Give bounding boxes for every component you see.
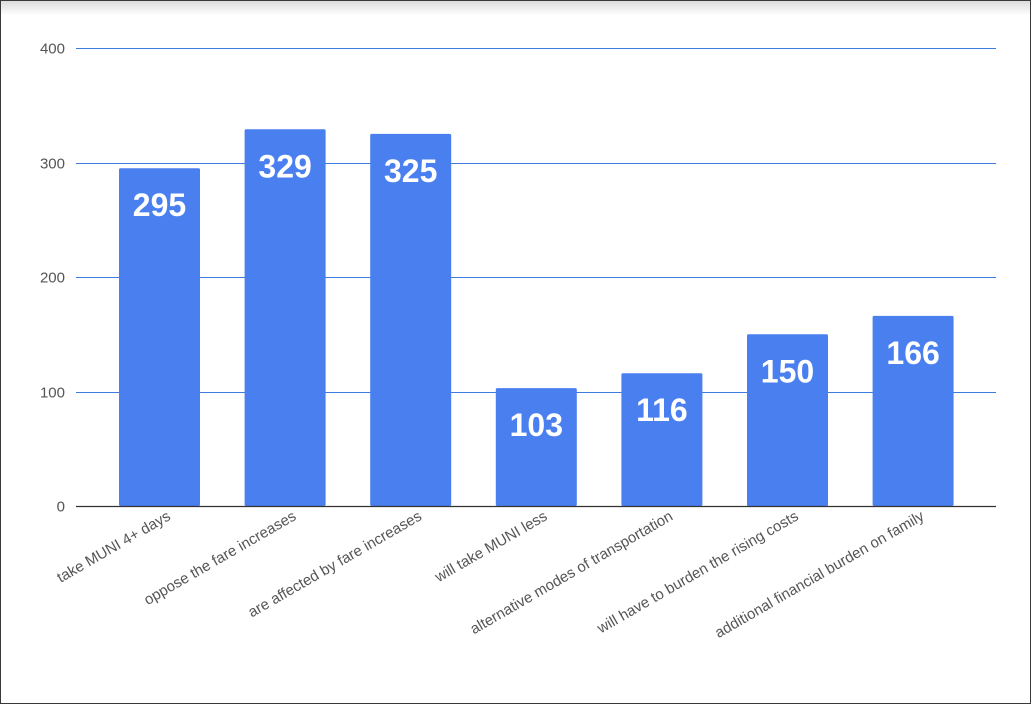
bar [872, 315, 954, 506]
x-category-label: will take MUNI less [431, 508, 550, 587]
data-label: 295 [133, 187, 186, 223]
x-category-label: additional financial burden on family [712, 507, 927, 641]
x-category-label: will have to burden the rising costs [594, 508, 802, 638]
data-label: 325 [384, 153, 437, 189]
data-label: 103 [510, 407, 563, 443]
data-label: 150 [761, 353, 814, 389]
y-tick-label: 100 [40, 385, 65, 402]
y-axis-ticks: 0 100 200 300 400 [40, 41, 65, 516]
data-label: 329 [258, 148, 311, 184]
bar [495, 388, 577, 506]
bar [244, 129, 326, 507]
data-labels-layer: 295 329 325 103 116 150 166 [133, 148, 940, 443]
data-label: 166 [886, 335, 939, 371]
y-tick-label: 400 [40, 41, 65, 58]
y-tick-label: 200 [40, 270, 65, 287]
data-label: 116 [636, 392, 688, 428]
y-tick-label: 0 [57, 499, 65, 516]
grid-layer [76, 48, 996, 393]
bars-layer [76, 129, 996, 508]
top-shadow [1, 1, 1030, 15]
bar [747, 334, 828, 507]
y-tick-label: 300 [40, 156, 65, 173]
bar [119, 168, 200, 506]
x-category-label: take MUNI 4+ days [54, 508, 173, 587]
bar [621, 373, 703, 506]
x-category-label: alternative modes of transportation [467, 508, 676, 638]
bar [370, 133, 452, 506]
